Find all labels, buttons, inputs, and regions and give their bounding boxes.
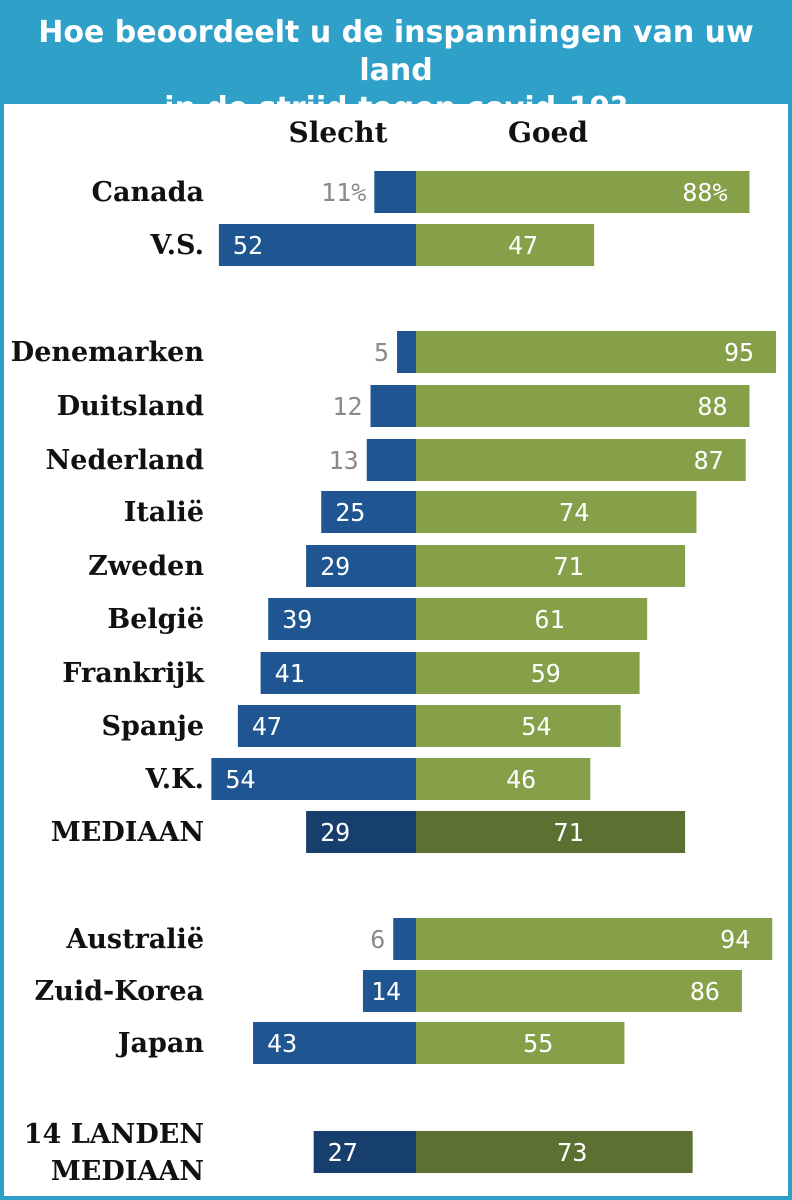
value-slecht-v-s: 52 [233,231,263,260]
bar-goed-v-k [416,758,591,800]
bar-goed-japan [416,1022,625,1064]
value-goed-canada: 88% [682,178,727,207]
value-slecht-itali: 25 [335,498,365,527]
bar-slecht-mediaan [306,811,416,853]
column-header-slecht: Slecht [288,116,387,149]
value-slecht-belgi: 39 [282,605,312,634]
bar-slecht-v-s [218,224,416,266]
value-goed-14-landen-mediaan: 73 [557,1138,587,1167]
row-label-belgi: België [107,604,204,635]
value-slecht-nederland: 13 [329,446,359,475]
value-goed-belgi: 61 [535,605,565,634]
bar-goed-zuid-korea [416,970,742,1012]
row-label-v-s: V.S. [149,230,204,261]
value-slecht-denemarken: 5 [374,338,389,367]
row-label-australi: Australië [65,924,204,955]
row-label-14-landen-mediaan: 14 LANDEN MEDIAAN [24,1119,204,1187]
bar-goed-duitsland [416,385,750,427]
value-slecht-14-landen-mediaan: 27 [328,1138,358,1167]
column-header-goed: Goed [508,116,588,149]
value-slecht-spanje: 47 [252,712,282,741]
row-label-line-14-landen-mediaan-1: 14 LANDEN [24,1119,204,1150]
value-goed-v-s: 47 [508,231,538,260]
bar-slecht-nederland [366,439,416,481]
bar-slecht-duitsland [370,385,416,427]
bar-goed-denemarken [416,331,777,373]
value-goed-spanje: 54 [521,712,551,741]
row-label-duitsland: Duitsland [57,391,204,422]
bar-slecht-v-k [211,758,416,800]
row-label-canada: Canada [92,177,204,208]
row-label-zweden: Zweden [88,551,204,582]
bar-slecht-frankrijk [260,652,416,694]
row-label-itali: Italië [124,497,204,528]
row-label-v-k: V.K. [145,764,205,795]
title-line-1: Hoe beoordeelt u de inspanningen van uw … [38,15,754,88]
row-label-nederland: Nederland [46,445,205,476]
value-goed-mediaan: 71 [553,818,583,847]
value-slecht-v-k: 54 [225,765,255,794]
value-slecht-zuid-korea: 14 [371,977,401,1006]
value-slecht-mediaan: 29 [320,818,350,847]
value-goed-v-k: 46 [506,765,536,794]
value-slecht-duitsland: 12 [332,392,362,421]
value-goed-duitsland: 88 [697,392,727,421]
bar-goed-australi [416,918,773,960]
bar-goed-zweden [416,545,686,587]
bar-goed-itali [416,491,697,533]
value-goed-zuid-korea: 86 [690,977,720,1006]
row-label-mediaan: MEDIAAN [51,817,204,848]
bar-slecht-japan [253,1022,416,1064]
bar-slecht-denemarken [397,331,416,373]
row-label-denemarken: Denemarken [11,337,205,368]
row-label-line-14-landen-mediaan-2: MEDIAAN [51,1156,204,1187]
bar-slecht-zuid-korea [362,970,416,1012]
bar-goed-mediaan [416,811,686,853]
value-goed-australi: 94 [720,925,750,954]
value-goed-zweden: 71 [553,552,583,581]
bar-goed-belgi [416,598,648,640]
value-goed-japan: 55 [523,1029,553,1058]
bar-goed-v-s [416,224,595,266]
bar-goed-frankrijk [416,652,640,694]
chart-title: Hoe beoordeelt u de inspanningen van uw … [0,14,792,128]
bar-slecht-australi [393,918,416,960]
bar-slecht-spanje [237,705,416,747]
bar-goed-nederland [416,439,746,481]
value-slecht-australi: 6 [370,925,385,954]
value-goed-frankrijk: 59 [531,659,561,688]
value-slecht-frankrijk: 41 [275,659,305,688]
value-goed-denemarken: 95 [724,338,754,367]
bar-slecht-itali [321,491,416,533]
value-goed-itali: 74 [559,498,589,527]
value-goed-nederland: 87 [694,446,724,475]
row-label-spanje: Spanje [102,711,204,742]
bar-slecht-14-landen-mediaan [313,1131,416,1173]
bar-goed-canada [416,171,750,213]
row-label-frankrijk: Frankrijk [62,658,205,689]
bar-goed-14-landen-mediaan [416,1131,693,1173]
value-slecht-canada: 11% [321,178,366,207]
bar-slecht-zweden [306,545,416,587]
row-label-zuid-korea: Zuid-Korea [35,976,204,1007]
bar-slecht-canada [374,171,416,213]
title-banner: Hoe beoordeelt u de inspanningen van uw … [0,0,792,126]
bar-slecht-belgi [268,598,416,640]
title-line-2: in de strijd tegen covid-19? [164,91,628,126]
value-slecht-zweden: 29 [320,552,350,581]
row-label-japan: Japan [116,1028,205,1059]
value-slecht-japan: 43 [267,1029,297,1058]
bar-goed-spanje [416,705,621,747]
